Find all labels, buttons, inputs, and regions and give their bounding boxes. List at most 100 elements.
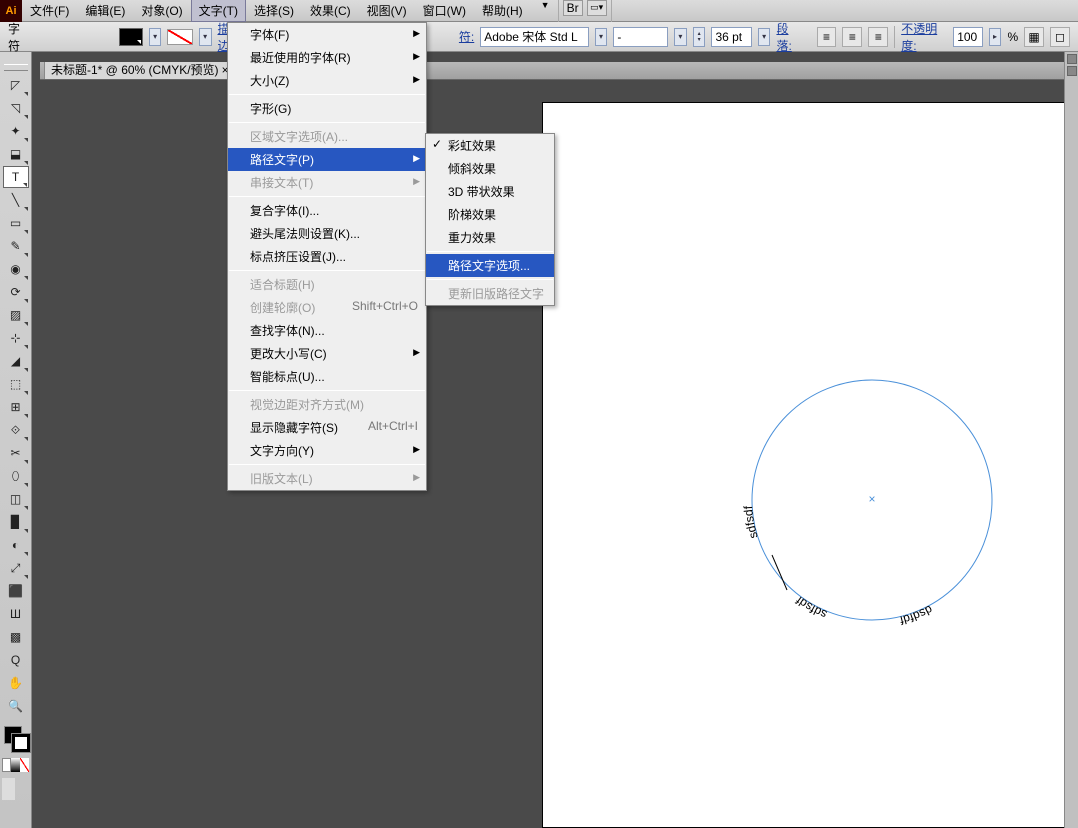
tool-10[interactable]: ▨ xyxy=(3,304,29,326)
align-center-button[interactable]: ≡ xyxy=(842,27,862,47)
menu-帮助[interactable]: 帮助(H) xyxy=(474,0,531,22)
tool-27[interactable]: 🔍 xyxy=(3,695,29,717)
tool-4[interactable]: T xyxy=(3,166,29,188)
menu-item[interactable]: 复合字体(I)... xyxy=(228,199,426,222)
canvas-area[interactable]: × dsdfdf sdfsdf sdfsdf xyxy=(32,80,1078,828)
menu-separator xyxy=(229,94,425,95)
font-style-select[interactable]: - xyxy=(613,27,668,47)
tool-17[interactable]: ⬯ xyxy=(3,465,29,487)
opacity-link[interactable]: 不透明度: xyxy=(901,20,947,54)
menu-item[interactable]: 更改大小写(C)▶ xyxy=(228,342,426,365)
document-tab[interactable]: 未标题-1* @ 60% (CMYK/预览) × xyxy=(44,62,236,79)
bridge-button[interactable]: Br xyxy=(563,0,583,16)
size-dropdown-icon[interactable]: ▾ xyxy=(758,28,771,46)
tool-12[interactable]: ◢ xyxy=(3,350,29,372)
font-family-select[interactable]: Adobe 宋体 Std L xyxy=(480,27,588,47)
swatch-dropdown[interactable]: ▾ xyxy=(149,28,162,46)
screen-mode-1[interactable] xyxy=(2,778,15,800)
text-on-path[interactable]: × dsdfdf sdfsdf sdfsdf xyxy=(727,355,1017,645)
separator xyxy=(558,0,559,22)
menu-item[interactable]: 3D 带状效果 xyxy=(426,180,554,203)
tool-15[interactable]: ⟐ xyxy=(3,419,29,441)
menu-item: 旧版文本(L)▶ xyxy=(228,467,426,490)
menu-item[interactable]: 智能标点(U)... xyxy=(228,365,426,388)
stroke-swatch[interactable] xyxy=(167,29,192,45)
menu-separator xyxy=(229,464,425,465)
tool-24[interactable]: ▩ xyxy=(3,626,29,648)
size-stepper[interactable]: ▴▾ xyxy=(693,27,706,47)
fill-swatch[interactable] xyxy=(119,28,143,46)
tool-8[interactable]: ◉ xyxy=(3,258,29,280)
menu-item[interactable]: 倾斜效果 xyxy=(426,157,554,180)
menu-视图[interactable]: 视图(V) xyxy=(359,0,415,22)
stroke-dropdown[interactable]: ▾ xyxy=(199,28,212,46)
opacity-input[interactable]: 100 xyxy=(953,27,983,47)
screen-mode-2[interactable] xyxy=(16,778,29,800)
menu-item[interactable]: 阶梯效果 xyxy=(426,203,554,226)
tool-9[interactable]: ⟳ xyxy=(3,281,29,303)
tool-6[interactable]: ▭ xyxy=(3,212,29,234)
tool-18[interactable]: ◫ xyxy=(3,488,29,510)
menu-item: 更新旧版路径文字 xyxy=(426,282,554,305)
svg-text:dsdfdf: dsdfdf xyxy=(898,603,935,628)
menu-窗口[interactable]: 窗口(W) xyxy=(415,0,474,22)
document-tabs: 未标题-1* @ 60% (CMYK/预览) × xyxy=(40,62,1078,80)
tool-5[interactable]: ╲ xyxy=(3,189,29,211)
arrange-button[interactable]: ▭▾ xyxy=(587,0,607,16)
style-button[interactable]: ◻ xyxy=(1050,27,1070,47)
tool-14[interactable]: ⊞ xyxy=(3,396,29,418)
tool-22[interactable]: ⬛ xyxy=(3,580,29,602)
tool-0[interactable]: ◸ xyxy=(3,74,29,96)
tool-20[interactable]: ◐ xyxy=(3,534,29,556)
menu-选择[interactable]: 选择(S) xyxy=(246,0,302,22)
menu-item[interactable]: 标点挤压设置(J)... xyxy=(228,245,426,268)
menu-item[interactable]: 字形(G) xyxy=(228,97,426,120)
menu-对象[interactable]: 对象(O) xyxy=(133,0,190,22)
tool-1[interactable]: ◹ xyxy=(3,97,29,119)
fx-button[interactable]: ▦ xyxy=(1024,27,1044,47)
menu-separator xyxy=(427,279,553,280)
tool-11[interactable]: ⊹ xyxy=(3,327,29,349)
menu-item: 适合标题(H) xyxy=(228,273,426,296)
menu-item[interactable]: 路径文字选项... xyxy=(426,254,554,277)
panel-grip[interactable] xyxy=(4,64,28,71)
menu-文件[interactable]: 文件(F) xyxy=(22,0,77,22)
tool-25[interactable]: Q xyxy=(3,649,29,671)
menu-item[interactable]: 查找字体(N)... xyxy=(228,319,426,342)
tool-13[interactable]: ⬚ xyxy=(3,373,29,395)
align-right-button[interactable]: ≡ xyxy=(868,27,888,47)
tool-26[interactable]: ✋ xyxy=(3,672,29,694)
menu-item[interactable]: 显示隐藏字符(S)Alt+Ctrl+I xyxy=(228,416,426,439)
right-dock[interactable] xyxy=(1064,52,1078,828)
menu-item[interactable]: 字体(F)▶ xyxy=(228,23,426,46)
char-link[interactable]: 符: xyxy=(459,28,474,45)
font-dropdown-icon[interactable]: ▾ xyxy=(595,28,608,46)
tool-16[interactable]: ✂ xyxy=(3,442,29,464)
dropdown-icon[interactable]: ▼ xyxy=(541,0,550,22)
color-modes[interactable] xyxy=(2,758,29,772)
menu-item[interactable]: 大小(Z)▶ xyxy=(228,69,426,92)
tool-2[interactable]: ✦ xyxy=(3,120,29,142)
tool-19[interactable]: ▉ xyxy=(3,511,29,533)
menu-效果[interactable]: 效果(C) xyxy=(302,0,359,22)
tool-23[interactable]: Ш xyxy=(3,603,29,625)
menu-item: 区域文字选项(A)... xyxy=(228,125,426,148)
font-size-input[interactable]: 36 pt xyxy=(711,27,751,47)
app-logo: Ai xyxy=(0,0,22,22)
menu-编辑[interactable]: 编辑(E) xyxy=(77,0,133,22)
tool-3[interactable]: ⬓ xyxy=(3,143,29,165)
menu-item[interactable]: 彩虹效果✓ xyxy=(426,134,554,157)
style-dropdown-icon[interactable]: ▾ xyxy=(674,28,687,46)
fill-stroke-control[interactable] xyxy=(2,724,30,752)
menu-item[interactable]: 最近使用的字体(R)▶ xyxy=(228,46,426,69)
menu-item[interactable]: 避头尾法则设置(K)... xyxy=(228,222,426,245)
menu-item[interactable]: 文字方向(Y)▶ xyxy=(228,439,426,462)
paragraph-link[interactable]: 段落: xyxy=(776,20,801,54)
opacity-dropdown-icon[interactable]: ▸ xyxy=(989,28,1002,46)
tool-21[interactable]: ⤢ xyxy=(3,557,29,579)
menu-separator xyxy=(229,270,425,271)
menu-item[interactable]: 重力效果 xyxy=(426,226,554,249)
tool-7[interactable]: ✎ xyxy=(3,235,29,257)
align-left-button[interactable]: ≡ xyxy=(817,27,837,47)
menu-item[interactable]: 路径文字(P)▶ xyxy=(228,148,426,171)
